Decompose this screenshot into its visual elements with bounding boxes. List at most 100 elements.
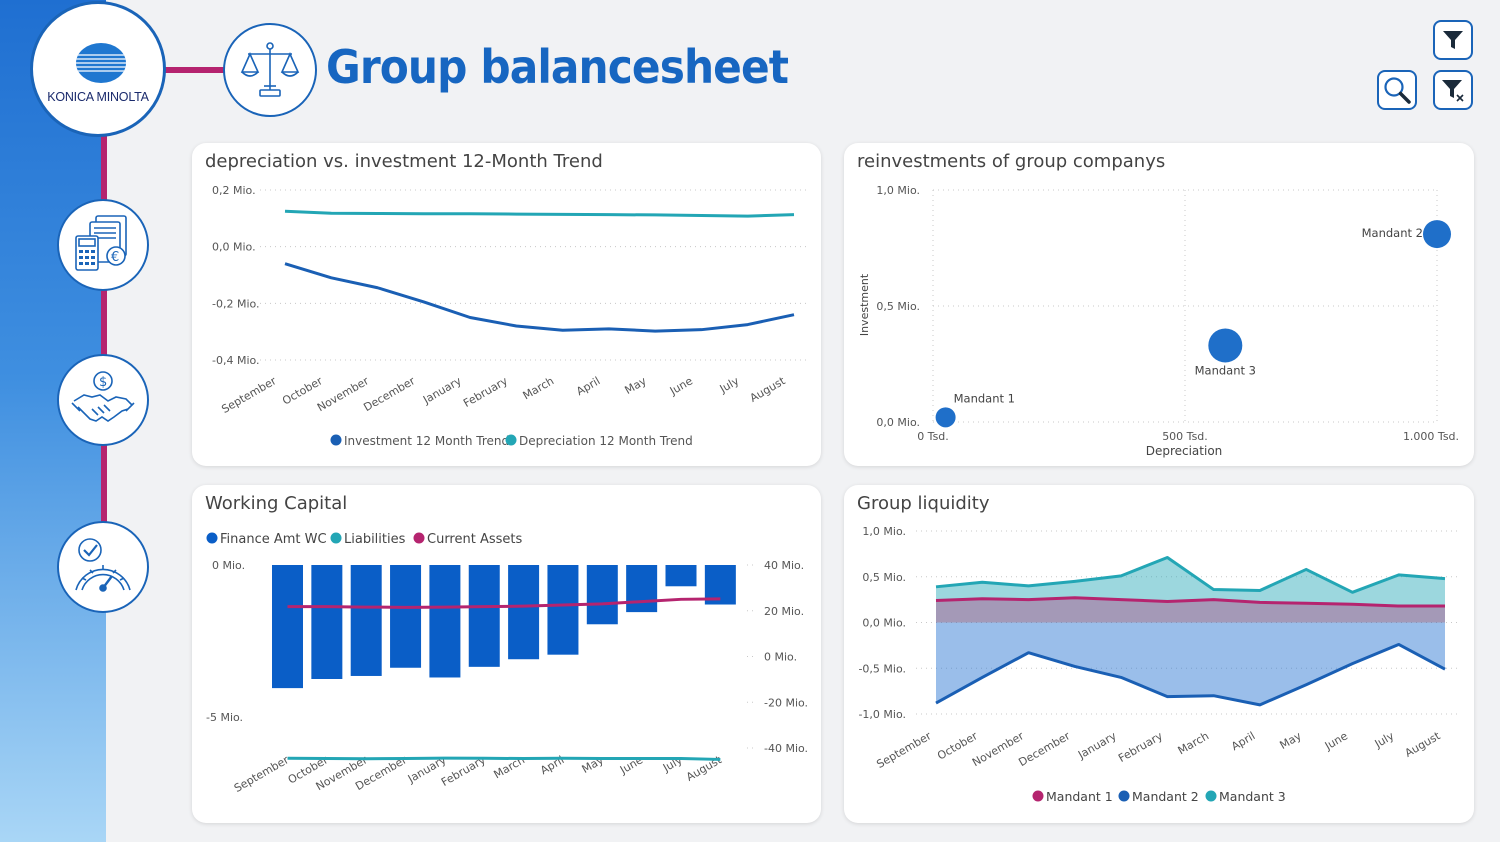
reinvest-ytick-label: 1,0 Mio. xyxy=(876,184,920,197)
trend-xtick-label: August xyxy=(748,374,788,405)
liquidity-chart[interactable]: 1,0 Mio. 0,5 Mio. 0,0 Mio. -0,5 Mio. -1,0 Mi… xyxy=(844,485,1474,823)
reinvest-point-label: Mandant 1 xyxy=(954,391,1015,405)
reinvest-ytick-label: 0,0 Mio. xyxy=(876,416,920,429)
company-logo: KONICA MINOLTA xyxy=(30,1,166,137)
reinvest-xtick-label: 1.000 Tsd. xyxy=(1403,430,1459,443)
wc-line-current-assets xyxy=(287,597,721,609)
liquidity-line-mandant-3 xyxy=(935,556,1446,594)
wc-bar xyxy=(626,565,658,613)
wc-bar xyxy=(665,565,697,587)
liquidity-xtick-label: January xyxy=(1075,729,1119,762)
liquidity-xtick-label: December xyxy=(1016,729,1072,769)
legend-liabilities: Liabilities xyxy=(344,532,406,547)
liquidity-card: Group liquidity 1,0 Mio. 0,5 Mio. 0,0 Mio.… xyxy=(844,485,1474,823)
svg-text:$: $ xyxy=(99,375,107,390)
reinvest-point-mandant-1 xyxy=(935,407,956,428)
handshake-dollar-icon: $ xyxy=(71,371,135,422)
clear-filter-button[interactable] xyxy=(1433,70,1473,110)
funnel-clear-icon xyxy=(1442,80,1464,102)
wc-bar xyxy=(350,565,382,676)
liquidity-line-mandant-2 xyxy=(935,642,1446,707)
liquidity-xtick-label: June xyxy=(1322,729,1350,753)
wc-right-tick: 40 Mio. xyxy=(764,559,804,572)
liquidity-line-mandant-1 xyxy=(935,596,1445,608)
trend-legend[interactable]: Investment 12 Month Trend Depreciation 1… xyxy=(330,434,693,448)
brand-name: KONICA MINOLTA xyxy=(47,90,149,104)
trend-ytick-label: -0,2 Mio. xyxy=(212,297,260,310)
trend-ytick-label: -0,4 Mio. xyxy=(212,354,260,367)
wc-bar xyxy=(311,565,343,679)
reinvest-xlabel: Depreciation xyxy=(1146,444,1223,458)
svg-text:€: € xyxy=(111,250,119,265)
trend-ytick-label: 0,0 Mio. xyxy=(212,241,256,254)
reinvest-xtick-label: 500 Tsd. xyxy=(1162,430,1208,443)
reinvest-xtick-label: 0 Tsd. xyxy=(917,430,949,443)
liquidity-ytick-label: 0,5 Mio. xyxy=(862,571,906,584)
trend-xtick-label: September xyxy=(219,374,279,416)
reinvest-point-label: Mandant 2 xyxy=(1362,226,1423,240)
magnifier-icon xyxy=(1384,77,1411,104)
trend-xtick-label: May xyxy=(622,374,649,397)
wc-bar xyxy=(547,565,579,655)
wc-right-tick: 20 Mio. xyxy=(764,605,804,618)
legend-m1-dot xyxy=(1032,790,1044,802)
liquidity-xtick-label: September xyxy=(874,729,934,771)
trend-xtick-label: November xyxy=(315,374,371,414)
nav-finance[interactable]: € xyxy=(57,199,149,291)
legend-m2-dot xyxy=(1118,790,1130,802)
wc-right-tick: 0 Mio. xyxy=(764,651,797,664)
liquidity-xtick-label: March xyxy=(1176,729,1212,757)
liquidity-legend[interactable]: Mandant 1 Mandant 2 Mandant 3 xyxy=(1032,789,1286,804)
legend-investment: Investment 12 Month Trend xyxy=(344,434,509,448)
reinvest-ytick-label: 0,5 Mio. xyxy=(876,300,920,313)
nav-performance[interactable] xyxy=(57,521,149,613)
wc-line-liabilities xyxy=(287,756,721,761)
legend-finance: Finance Amt WC xyxy=(220,532,327,547)
wc-legend[interactable]: Finance Amt WC Liabilities Current Asset… xyxy=(206,532,523,547)
wc-bar xyxy=(468,565,500,667)
liquidity-xtick-label: November xyxy=(970,729,1026,769)
liquidity-ytick-label: -0,5 Mio. xyxy=(858,662,906,675)
trend-line-depreciation xyxy=(284,209,795,218)
reinvest-ylabel: Investment xyxy=(858,273,871,336)
liquidity-ytick-label: 1,0 Mio. xyxy=(862,525,906,538)
legend-m1: Mandant 1 xyxy=(1046,789,1113,804)
wc-bar xyxy=(586,565,618,625)
balance-scale-icon xyxy=(240,42,300,97)
trend-title: depreciation vs. investment 12-Month Tre… xyxy=(205,151,603,172)
trend-chart[interactable]: 0,2 Mio. 0,0 Mio. -0,2 Mio. -0,4 Mio. Septem… xyxy=(192,143,821,466)
trend-card: depreciation vs. investment 12-Month Tre… xyxy=(192,143,821,466)
liquidity-xtick-label: April xyxy=(1229,729,1257,753)
konica-orb-icon xyxy=(76,43,126,83)
liquidity-ytick-label: 0,0 Mio. xyxy=(862,617,906,630)
balance-scale-badge xyxy=(223,23,317,117)
trend-xtick-label: June xyxy=(667,374,695,398)
trend-xtick-label: February xyxy=(461,374,510,410)
gauge-check-icon xyxy=(75,538,131,592)
liquidity-xtick-label: February xyxy=(1116,729,1165,765)
trend-xtick-label: July xyxy=(717,374,742,396)
search-button[interactable] xyxy=(1377,70,1417,110)
reinvest-point-mandant-2 xyxy=(1423,220,1451,249)
funnel-icon xyxy=(1443,31,1463,49)
liquidity-area-mandant-3 xyxy=(936,557,1445,623)
trend-xtick-label: April xyxy=(574,374,602,398)
nav-deals[interactable]: $ xyxy=(57,354,149,446)
legend-current-assets-dot xyxy=(413,532,425,544)
wc-xtick-label: September xyxy=(232,753,292,795)
liquidity-area-mandant-2 xyxy=(936,622,1445,705)
wc-bar xyxy=(429,565,461,678)
reinvest-chart[interactable]: 1,0 Mio. 0,5 Mio. 0,0 Mio.0 Tsd. 500 Tsd. 1.… xyxy=(844,143,1474,466)
wc-bar xyxy=(390,565,422,668)
filter-button[interactable] xyxy=(1433,20,1473,60)
page-title: Group balancesheet xyxy=(326,40,789,94)
wc-chart[interactable]: Finance Amt WC Liabilities Current Asset… xyxy=(192,485,821,823)
legend-m3: Mandant 3 xyxy=(1219,789,1286,804)
wc-xtick-label: June xyxy=(617,753,645,777)
reinvest-title: reinvestments of group companys xyxy=(857,151,1166,172)
legend-depreciation: Depreciation 12 Month Trend xyxy=(519,434,693,448)
liquidity-xtick-label: July xyxy=(1372,729,1397,751)
legend-m3-dot xyxy=(1205,790,1217,802)
trend-xtick-label: March xyxy=(521,374,557,402)
wc-left-tick: -5 Mio. xyxy=(206,711,243,724)
